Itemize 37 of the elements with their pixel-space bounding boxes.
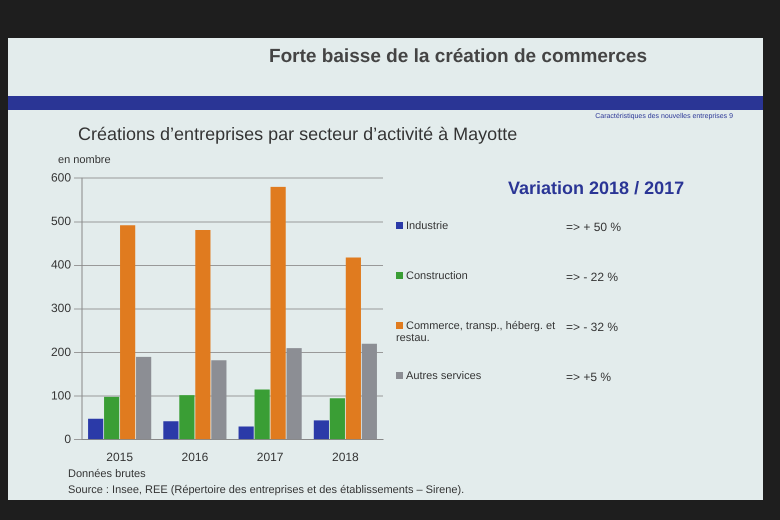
bar [346, 257, 361, 440]
y-tick-label: 0 [64, 432, 72, 446]
chart-subtitle: Créations d’entreprises par secteur d’activité à Mayotte [78, 124, 518, 145]
legend-label: Industrie [405, 220, 450, 232]
bar [195, 230, 210, 440]
bar [314, 420, 329, 440]
text: Données brutes [68, 467, 147, 482]
y-axis-title: en nombre [58, 154, 111, 166]
source-note: Source : Insee, REE (Répertoire des entreprises et des établissements – Sirene). [68, 483, 464, 498]
bar [163, 421, 178, 440]
legend-label: Autres services [405, 370, 482, 382]
text: => - 22 % [566, 270, 618, 284]
bar [254, 390, 270, 440]
x-tick-label: 2017 [256, 450, 284, 464]
x-tick-label: 2016 [182, 450, 209, 464]
bar [270, 186, 286, 440]
text: Variation 2018 / 2017 [508, 178, 684, 199]
bar [238, 426, 254, 440]
x-tick-label: 2015 [106, 450, 134, 464]
y-tick-label: 300 [50, 301, 72, 316]
text: => - 32 % [566, 320, 618, 334]
y-tick-label: 200 [50, 344, 72, 359]
legend-label: Commerce, transp., héberg. et restau. [396, 320, 556, 344]
bar [88, 418, 104, 440]
legend-label: Construction [405, 270, 469, 282]
y-tick-label: 100 [50, 388, 72, 402]
y-tick-label: 400 [50, 258, 72, 272]
bar [120, 225, 136, 440]
bar [104, 396, 120, 440]
y-tick-label: 600 [50, 170, 72, 185]
bar [179, 395, 194, 440]
text: => +5 % [566, 370, 612, 384]
text: Forte baisse de la création de commerces [268, 46, 648, 68]
bar [330, 398, 345, 440]
x-tick-label: 2018 [332, 450, 360, 464]
text: => + 50 % [566, 220, 622, 234]
y-tick-label: 500 [50, 214, 72, 228]
